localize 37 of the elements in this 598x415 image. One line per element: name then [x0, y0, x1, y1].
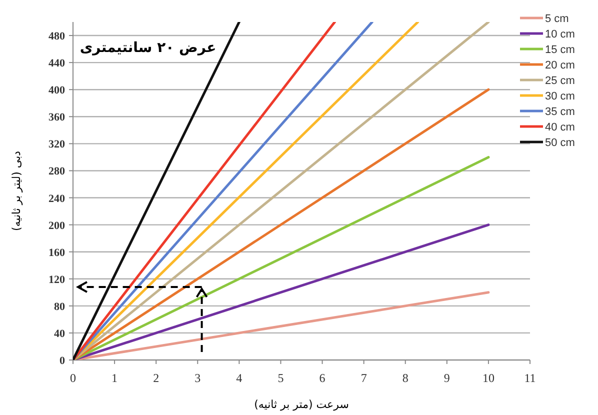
y-tick-label: 80 [54, 300, 66, 313]
y-tick-label: 0 [60, 355, 66, 367]
y-axis-title: دبی (لیتر بر ثانیه) [10, 150, 23, 232]
x-tick-label: 6 [319, 371, 326, 385]
x-tick-label: 10 [482, 371, 494, 385]
x-tick-label: 1 [112, 371, 118, 385]
y-tick-label: 360 [48, 112, 66, 124]
y-tick-label: 240 [48, 192, 66, 205]
y-tick-label: 440 [48, 58, 66, 70]
y-tick-label: 160 [48, 246, 66, 259]
x-tick-label: 7 [360, 371, 367, 385]
annotation: عرض ۲۰ سانتیمتری [80, 40, 216, 56]
x-tick-label: 4 [236, 371, 242, 385]
legend-label: 10 cm [545, 28, 575, 40]
y-tick-label: 320 [48, 138, 66, 151]
x-tick-label: 9 [444, 371, 450, 385]
x-axis-title: سرعت (متر بر ثانیه) [254, 398, 349, 411]
legend-label: 35 cm [545, 106, 575, 118]
y-tick-label: 120 [48, 274, 66, 286]
legend-label: 25 cm [545, 75, 575, 87]
legend-label: 40 cm [545, 122, 575, 134]
x-tick-label: 3 [194, 371, 201, 385]
x-tick-label: 2 [153, 371, 160, 385]
legend-label: 50 cm [545, 137, 575, 149]
x-tick-label: 0 [70, 371, 76, 385]
y-tick-label: 400 [48, 84, 66, 97]
legend-label: 5 cm [545, 13, 569, 25]
x-tick-label: 8 [402, 371, 408, 385]
y-tick-label: 480 [48, 30, 66, 43]
legend-label: 15 cm [545, 44, 575, 56]
y-tick-label: 280 [48, 166, 66, 178]
x-tick-label: 5 [278, 371, 284, 385]
legend-label: 30 cm [545, 90, 575, 102]
x-tick-label: 11 [524, 371, 536, 385]
legend-label: 20 cm [545, 60, 575, 72]
y-tick-label: 200 [48, 220, 66, 232]
y-tick-label: 40 [54, 328, 66, 340]
